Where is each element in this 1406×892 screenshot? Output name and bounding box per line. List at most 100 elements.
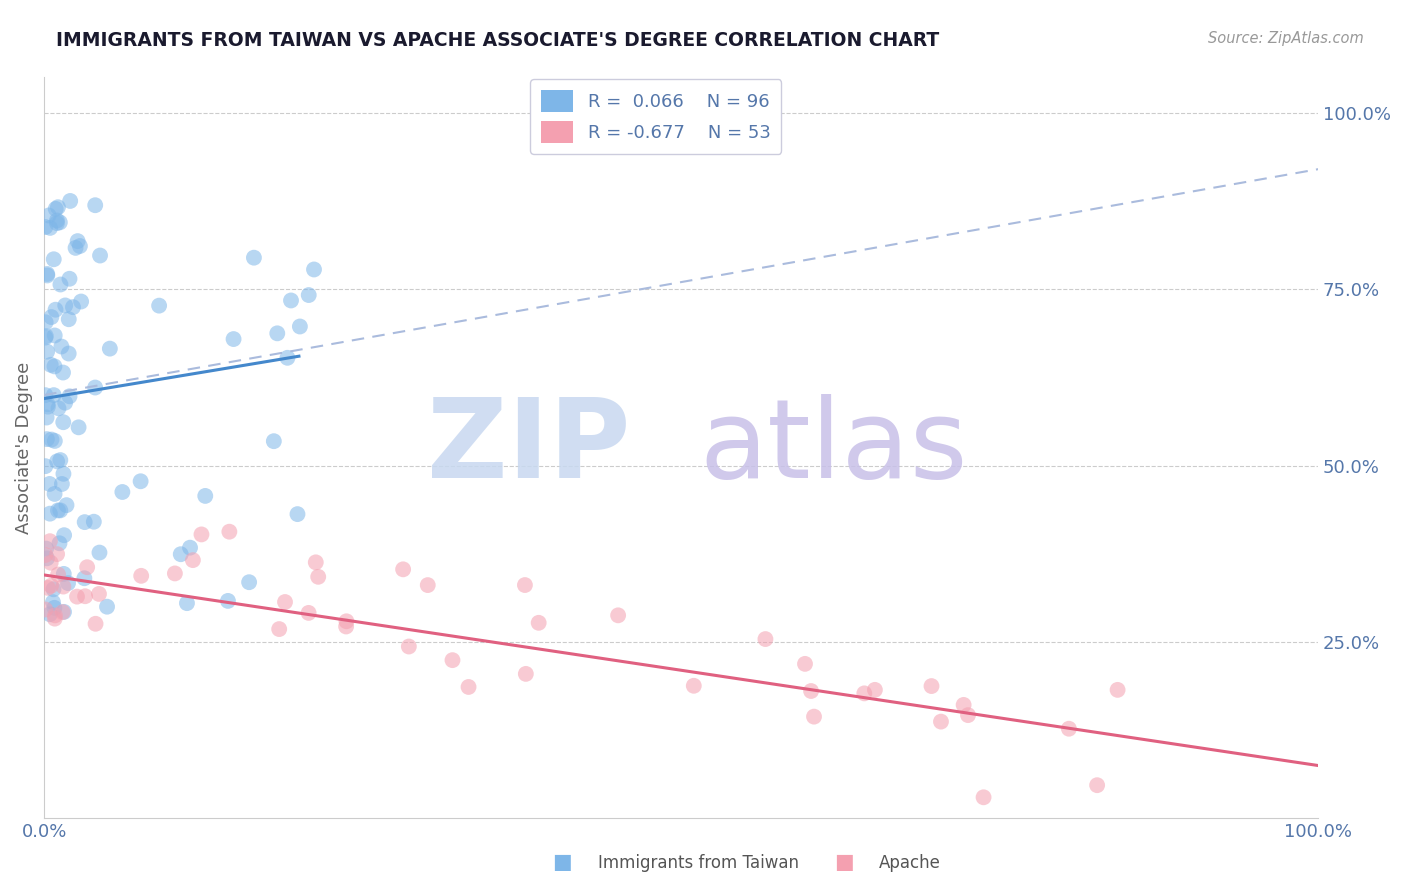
Point bbox=[42, 582, 65, 597]
Point bbox=[55, 498, 77, 512]
Point bbox=[803, 709, 825, 723]
Point bbox=[800, 684, 823, 698]
Point bbox=[163, 566, 186, 581]
Text: Source: ZipAtlas.com: Source: ZipAtlas.com bbox=[1208, 31, 1364, 46]
Point bbox=[190, 527, 212, 541]
Point bbox=[42, 252, 65, 267]
Point bbox=[52, 566, 75, 581]
Point bbox=[44, 359, 66, 374]
Point bbox=[607, 608, 630, 623]
Point bbox=[34, 388, 56, 402]
Point bbox=[513, 578, 536, 592]
Point bbox=[89, 248, 111, 262]
Point bbox=[45, 213, 67, 227]
Point bbox=[276, 351, 298, 365]
Point bbox=[37, 268, 59, 283]
Point bbox=[1085, 778, 1108, 792]
Point bbox=[298, 288, 321, 302]
Point bbox=[89, 545, 111, 559]
Text: ■: ■ bbox=[553, 853, 572, 872]
Point bbox=[288, 319, 311, 334]
Point bbox=[1107, 682, 1129, 697]
Point bbox=[44, 612, 66, 626]
Point bbox=[45, 202, 67, 216]
Point bbox=[44, 434, 66, 448]
Point bbox=[84, 198, 107, 212]
Point bbox=[70, 294, 93, 309]
Point bbox=[84, 616, 107, 631]
Point bbox=[41, 433, 63, 447]
Point bbox=[76, 560, 98, 574]
Point bbox=[46, 567, 69, 582]
Point bbox=[69, 239, 91, 253]
Y-axis label: Associate's Degree: Associate's Degree bbox=[15, 362, 32, 534]
Point bbox=[35, 432, 58, 446]
Point bbox=[148, 299, 170, 313]
Point bbox=[34, 219, 56, 234]
Point bbox=[56, 576, 79, 591]
Point bbox=[307, 570, 329, 584]
Point bbox=[51, 477, 73, 491]
Point bbox=[44, 302, 66, 317]
Point bbox=[929, 714, 952, 729]
Point bbox=[515, 666, 537, 681]
Point bbox=[287, 507, 309, 521]
Point bbox=[302, 262, 325, 277]
Point bbox=[111, 485, 134, 500]
Point bbox=[96, 599, 118, 614]
Point bbox=[441, 653, 464, 667]
Point bbox=[98, 342, 121, 356]
Point bbox=[58, 346, 80, 360]
Point bbox=[266, 326, 288, 341]
Point bbox=[34, 330, 56, 344]
Point bbox=[73, 515, 96, 529]
Point bbox=[49, 215, 72, 229]
Point bbox=[682, 679, 704, 693]
Point bbox=[38, 209, 60, 223]
Point bbox=[52, 467, 75, 481]
Point bbox=[863, 682, 886, 697]
Point bbox=[853, 686, 876, 700]
Point bbox=[52, 415, 75, 429]
Point bbox=[34, 602, 56, 616]
Text: ■: ■ bbox=[834, 853, 853, 872]
Point bbox=[46, 547, 69, 561]
Point bbox=[218, 524, 240, 539]
Point bbox=[217, 594, 239, 608]
Point bbox=[44, 608, 66, 623]
Point bbox=[83, 515, 105, 529]
Point bbox=[39, 358, 62, 372]
Point bbox=[75, 589, 97, 603]
Point bbox=[39, 220, 62, 235]
Point bbox=[52, 580, 75, 594]
Point bbox=[170, 547, 193, 561]
Point bbox=[222, 332, 245, 346]
Legend: R =  0.066    N = 96, R = -0.677    N = 53: R = 0.066 N = 96, R = -0.677 N = 53 bbox=[530, 79, 782, 153]
Point bbox=[952, 698, 974, 712]
Point bbox=[335, 615, 357, 629]
Point bbox=[1057, 722, 1080, 736]
Point bbox=[42, 595, 65, 609]
Point bbox=[416, 578, 439, 592]
Point bbox=[46, 200, 69, 214]
Point bbox=[176, 596, 198, 610]
Point bbox=[129, 475, 152, 489]
Point bbox=[34, 315, 56, 329]
Point bbox=[38, 607, 60, 622]
Point bbox=[179, 541, 201, 555]
Point bbox=[58, 272, 80, 286]
Point bbox=[53, 605, 76, 619]
Point bbox=[39, 556, 62, 570]
Point bbox=[53, 395, 76, 409]
Point bbox=[49, 277, 72, 292]
Point bbox=[46, 216, 69, 230]
Point bbox=[335, 619, 357, 633]
Point bbox=[41, 310, 63, 324]
Point bbox=[754, 632, 776, 646]
Point bbox=[35, 410, 58, 425]
Point bbox=[794, 657, 817, 671]
Point bbox=[67, 420, 90, 434]
Point bbox=[34, 548, 56, 562]
Point bbox=[39, 579, 62, 593]
Point bbox=[44, 487, 66, 501]
